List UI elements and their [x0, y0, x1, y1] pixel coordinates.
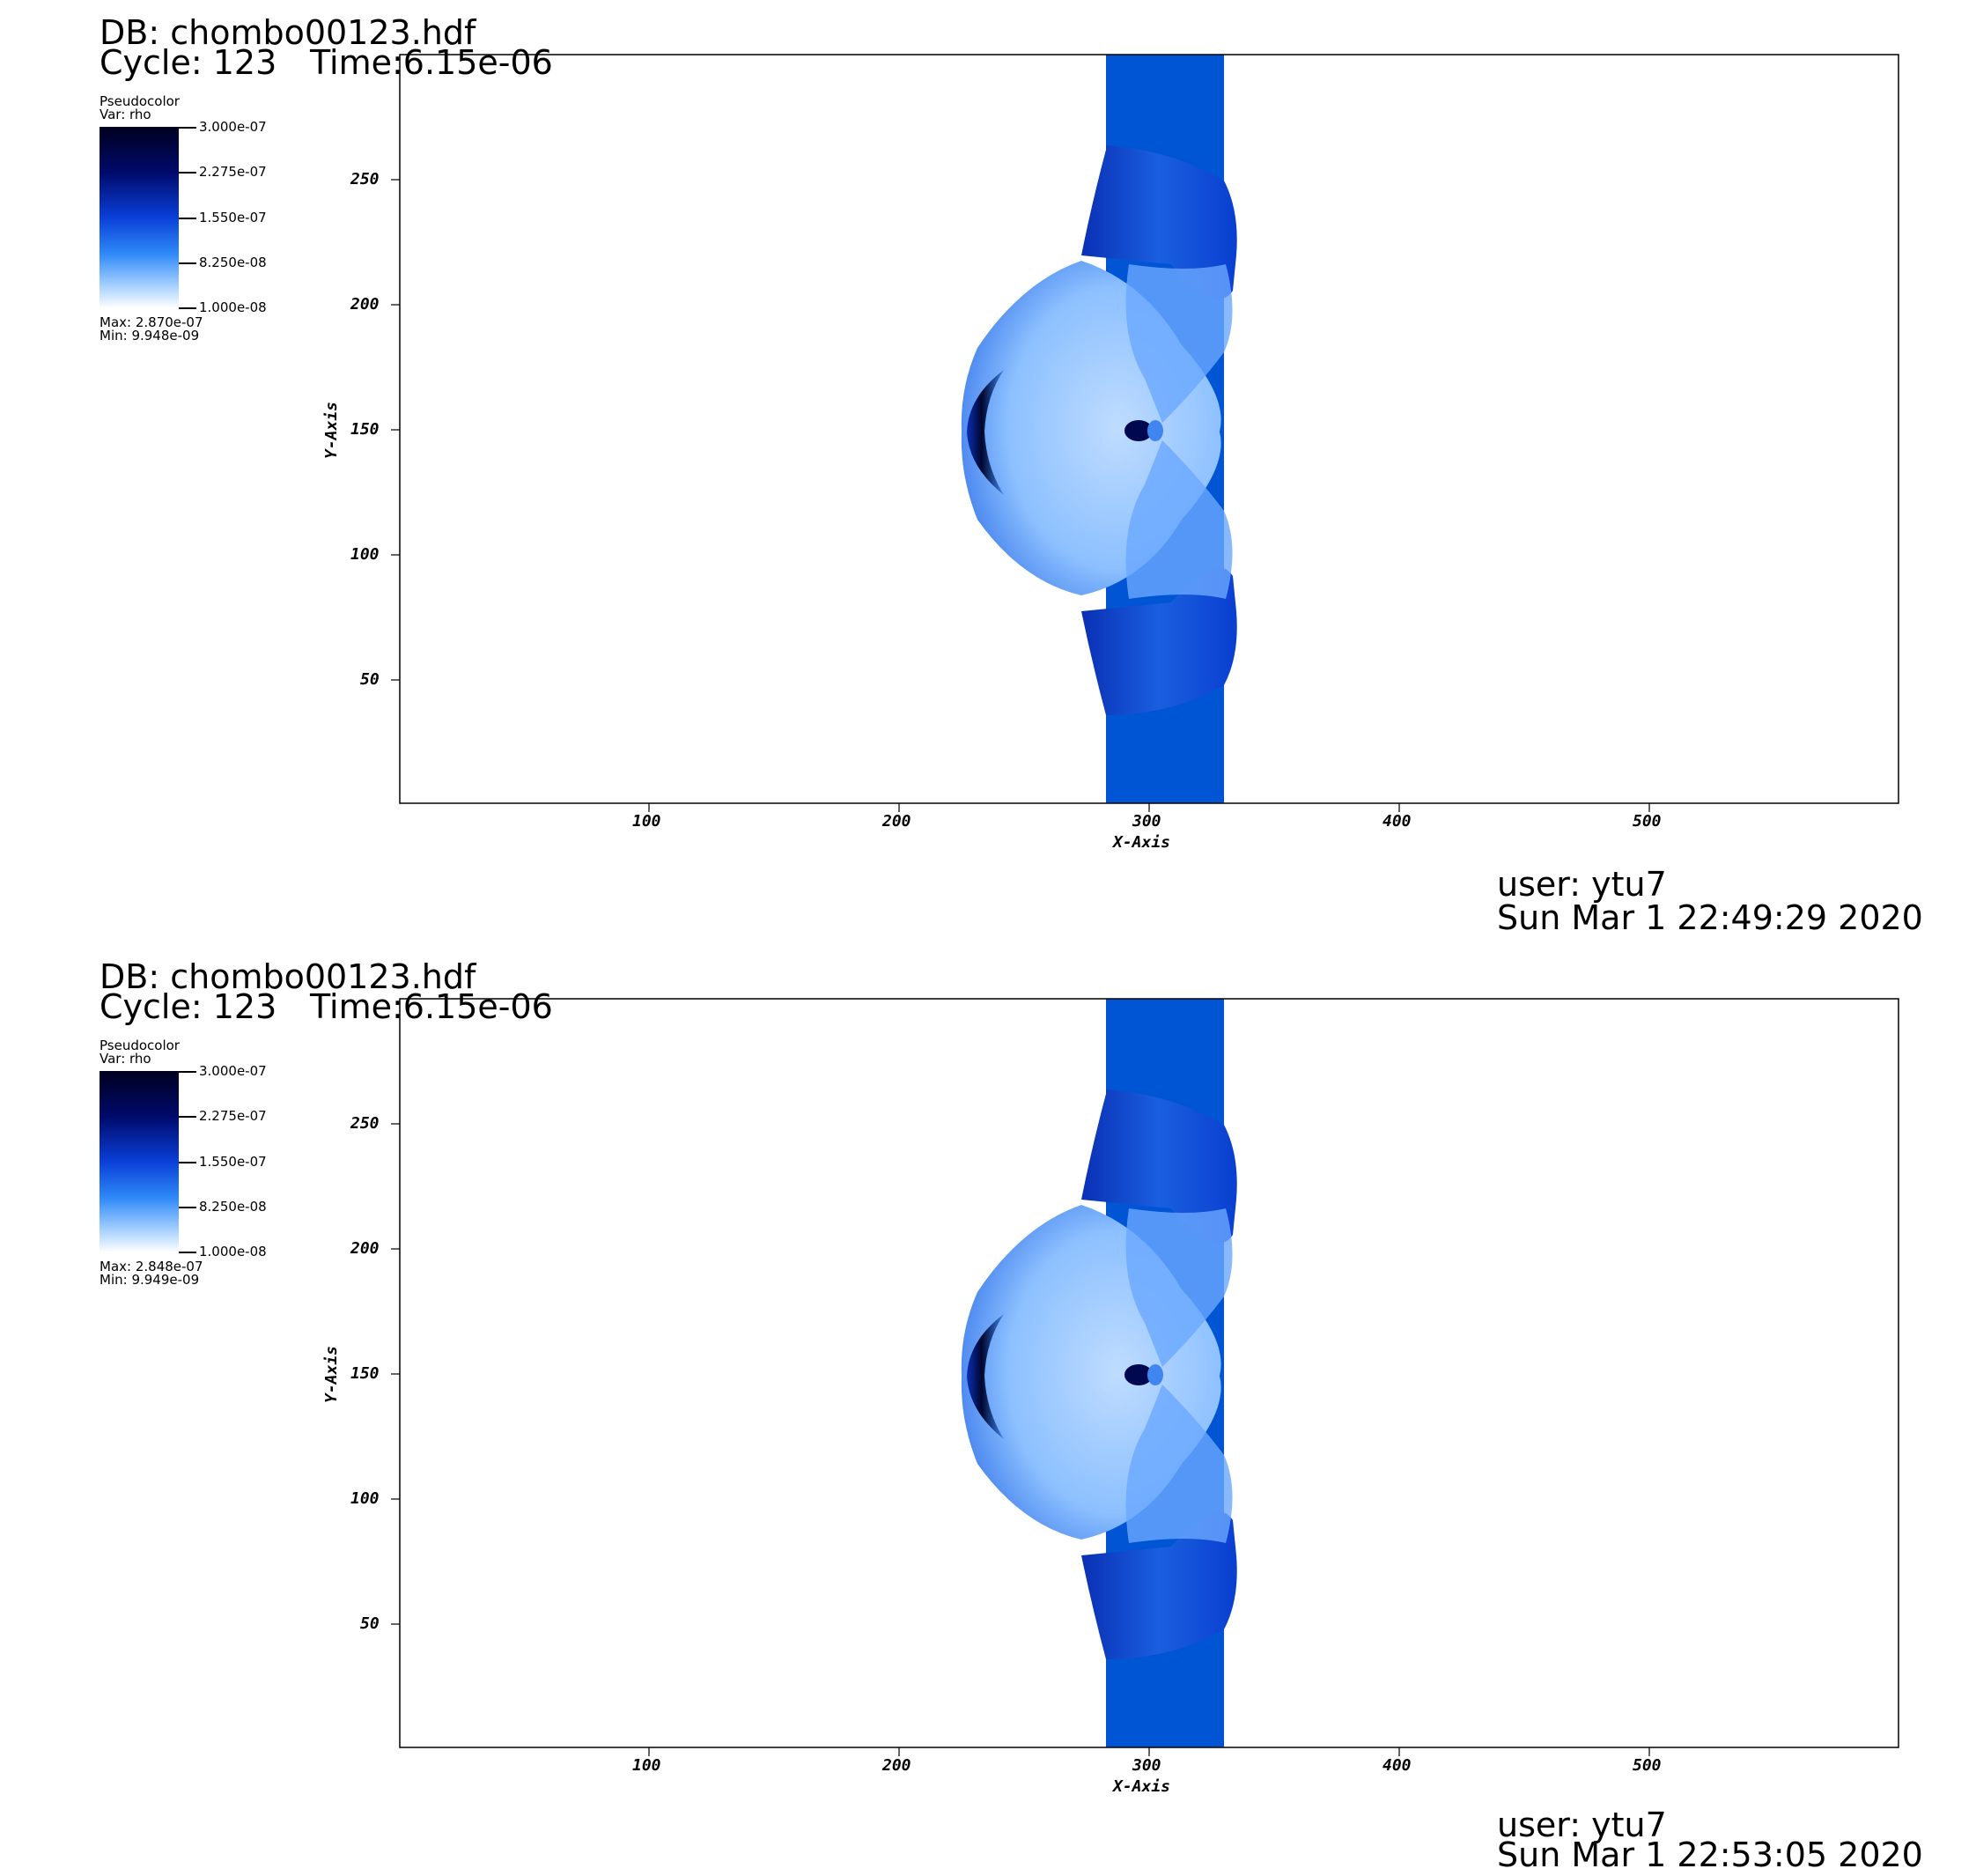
lower-right-lobe: [1125, 440, 1233, 599]
colorbar-tick: [179, 1071, 196, 1073]
y-tick-label: 150: [350, 420, 380, 439]
x-tick-label: 400: [1382, 1756, 1412, 1775]
colorbar-tick-label: 2.275e-07: [199, 164, 267, 180]
colorbar: [100, 127, 179, 308]
x-ticks: [648, 1747, 1650, 1756]
colorbar-tick-label: 1.550e-07: [199, 1154, 267, 1170]
core-edge: [1147, 1364, 1163, 1385]
colorbar-tick: [179, 1116, 196, 1118]
x-tick-label: 500: [1633, 812, 1662, 831]
colorbar-tick: [179, 218, 196, 219]
db-title: DB: chombo00123.hdf: [100, 957, 476, 996]
colorbar-tick: [179, 1162, 196, 1163]
upper-right-lobe: [1125, 264, 1233, 423]
x-tick-label: 200: [882, 812, 911, 831]
colorbar-tick-label: 2.275e-07: [199, 1108, 267, 1124]
bow-shock: [967, 370, 1004, 495]
density-plot: [391, 54, 1899, 812]
y-tick-label: 50: [360, 670, 380, 689]
visit-plot-panel-2: DB: chombo00123.hdf Cycle: 123 Time:6.15…: [0, 941, 1976, 1876]
colorbar-tick: [179, 307, 196, 309]
lower-right-lobe: [1125, 1385, 1233, 1543]
colorbar-tick: [179, 262, 196, 264]
visit-plot-panel-1: DB: chombo00123.hdf Cycle: 123 Time:6.15…: [0, 0, 1976, 935]
colorbar-tick-label: 3.000e-07: [199, 1063, 267, 1079]
core-spot: [1124, 1364, 1153, 1385]
y-ticks: [391, 179, 400, 681]
upper-cap: [1081, 145, 1237, 299]
colorbar-tick-label: 8.250e-08: [199, 1199, 267, 1215]
x-tick-label: 100: [632, 812, 661, 831]
y-tick-label: 250: [350, 1114, 380, 1133]
colorbar-tick-label: 8.250e-08: [199, 255, 267, 270]
db-title: DB: chombo00123.hdf: [100, 13, 476, 52]
x-axis-title: X-Axis: [1113, 1777, 1171, 1796]
y-tick-label: 250: [350, 170, 380, 188]
y-tick-label: 100: [350, 1489, 380, 1508]
user-label: user: ytu7: [1497, 865, 1667, 904]
density-plot: [391, 998, 1899, 1756]
x-tick-label: 100: [632, 1756, 661, 1775]
lower-cap: [1081, 1511, 1237, 1659]
core-edge: [1147, 420, 1163, 441]
date-label: Sun Mar 1 22:49:29 2020: [1497, 898, 1923, 937]
colorbar-tick-label: 1.000e-08: [199, 299, 267, 315]
legend-type: Pseudocolor: [100, 93, 180, 109]
colorbar-tick: [179, 1252, 196, 1253]
colorbar-tick: [179, 172, 196, 174]
x-tick-label: 200: [882, 1756, 911, 1775]
y-axis-title: Y-Axis: [322, 401, 342, 460]
user-label: user: ytu7: [1497, 1806, 1667, 1844]
y-tick-label: 150: [350, 1364, 380, 1383]
legend-max: Max: 2.848e-07: [100, 1259, 203, 1274]
date-label: Sun Mar 1 22:53:05 2020: [1497, 1835, 1923, 1874]
x-axis-title: X-Axis: [1113, 833, 1171, 852]
legend-max: Max: 2.870e-07: [100, 314, 203, 330]
time-label: Time:6.15e-06: [310, 43, 553, 82]
colorbar-tick: [179, 127, 196, 129]
cycle-label: Cycle: 123: [100, 987, 277, 1026]
cycle-label: Cycle: 123: [100, 43, 277, 82]
lower-cap: [1081, 567, 1237, 715]
legend-min: Min: 9.949e-09: [100, 1272, 200, 1288]
y-tick-label: 200: [350, 295, 380, 314]
y-ticks: [391, 1123, 400, 1625]
core-spot: [1124, 420, 1153, 441]
colorbar-tick-label: 1.550e-07: [199, 210, 267, 225]
y-tick-label: 100: [350, 545, 380, 564]
colorbar-tick: [179, 1207, 196, 1208]
x-tick-label: 400: [1382, 812, 1412, 831]
bow-shock: [967, 1314, 1004, 1439]
x-tick-label: 300: [1132, 812, 1161, 831]
legend-var: Var: rho: [100, 107, 151, 122]
upper-cap: [1081, 1089, 1237, 1244]
legend-var: Var: rho: [100, 1051, 151, 1067]
y-axis-title: Y-Axis: [322, 1345, 342, 1404]
y-tick-label: 50: [360, 1614, 380, 1633]
colorbar-tick-label: 3.000e-07: [199, 119, 267, 135]
x-tick-label: 500: [1633, 1756, 1662, 1775]
colorbar: [100, 1071, 179, 1252]
time-label: Time:6.15e-06: [310, 987, 553, 1026]
colorbar-tick-label: 1.000e-08: [199, 1244, 267, 1259]
x-tick-label: 300: [1132, 1756, 1161, 1775]
legend-min: Min: 9.948e-09: [100, 328, 200, 343]
y-tick-label: 200: [350, 1239, 380, 1258]
legend-type: Pseudocolor: [100, 1038, 180, 1053]
upper-right-lobe: [1125, 1208, 1233, 1367]
x-ticks: [648, 803, 1650, 812]
